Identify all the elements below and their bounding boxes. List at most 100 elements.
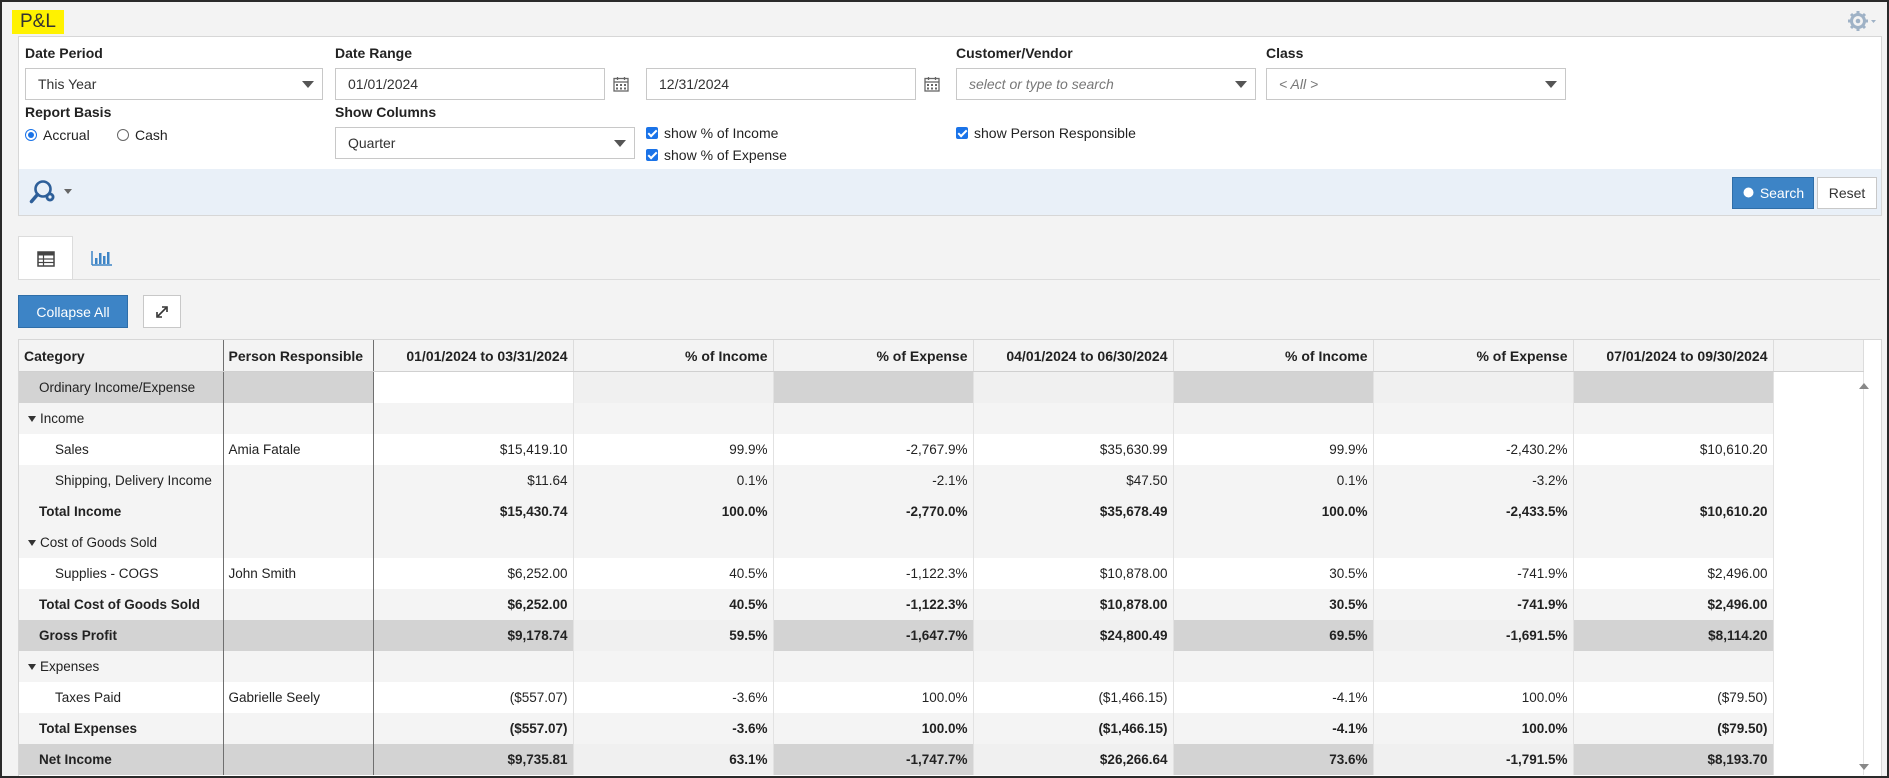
search-button[interactable]: Search: [1732, 177, 1814, 209]
row-cell: -1,791.5%: [1373, 744, 1574, 775]
column-header[interactable]: % of Expense: [1373, 340, 1574, 372]
row-cell: $10,610.20: [1573, 496, 1774, 527]
date-period-label: Date Period: [25, 45, 103, 61]
row-cell: $26,266.64: [973, 744, 1174, 775]
column-header-filler: [1773, 340, 1864, 372]
row-cell: 100.0%: [1373, 713, 1574, 744]
row-cell: [1573, 403, 1774, 434]
search-settings-icon[interactable]: [29, 179, 75, 205]
checkbox-person-responsible[interactable]: show Person Responsible: [956, 125, 1136, 141]
row-cell: [1173, 403, 1374, 434]
row-cell: -2,433.5%: [1373, 496, 1574, 527]
collapse-all-button[interactable]: Collapse All: [18, 295, 128, 328]
customer-vendor-select[interactable]: select or type to search: [956, 68, 1256, 100]
date-period-select[interactable]: This Year: [25, 68, 323, 100]
row-cell: [1373, 371, 1574, 403]
row-cell: $47.50: [973, 465, 1174, 496]
row-cell: [1573, 651, 1774, 682]
table-row: Expenses: [19, 651, 1864, 682]
checkbox-pct-expense-label: show % of Expense: [664, 147, 787, 163]
row-cell: 99.9%: [573, 434, 774, 465]
row-cell: $35,678.49: [973, 496, 1174, 527]
row-cell: 100.0%: [1173, 496, 1374, 527]
row-cell: -4.1%: [1173, 682, 1374, 713]
calendar-icon[interactable]: [613, 76, 629, 92]
show-columns-value: Quarter: [348, 135, 396, 151]
row-cell: $6,252.00: [373, 589, 574, 620]
show-columns-label: Show Columns: [335, 104, 437, 120]
customer-vendor-label: Customer/Vendor: [956, 45, 1073, 61]
radio-accrual[interactable]: Accrual: [25, 127, 90, 143]
date-from-input[interactable]: 01/01/2024: [335, 68, 605, 100]
class-label: Class: [1266, 45, 1304, 61]
search-icon: [1743, 187, 1754, 198]
radio-cash[interactable]: Cash: [117, 127, 168, 143]
radio-accrual-label: Accrual: [43, 127, 90, 143]
row-cell: 99.9%: [1173, 434, 1374, 465]
title-bar: P&L: [2, 2, 1887, 36]
fullscreen-button[interactable]: [143, 295, 181, 328]
row-cell: 73.6%: [1173, 744, 1374, 775]
row-cell: [1373, 527, 1574, 558]
table-header-row: Category Person Responsible 01/01/2024 t…: [19, 340, 1864, 372]
chevron-down-icon: [614, 140, 626, 147]
row-category: Total Income: [19, 496, 224, 527]
row-cell: -2,430.2%: [1373, 434, 1574, 465]
collapse-triangle-icon[interactable]: [28, 416, 36, 422]
checkbox-pct-income-label: show % of Income: [664, 125, 779, 141]
row-category[interactable]: Expenses: [19, 651, 224, 682]
chevron-down-icon: [64, 189, 72, 194]
column-header[interactable]: 07/01/2024 to 09/30/2024: [1573, 340, 1774, 372]
report-basis-label: Report Basis: [25, 104, 112, 120]
column-header[interactable]: Person Responsible: [223, 340, 374, 372]
row-person: [223, 744, 374, 775]
class-select[interactable]: < All >: [1266, 68, 1566, 100]
row-category[interactable]: Cost of Goods Sold: [19, 527, 224, 558]
date-from-value: 01/01/2024: [348, 76, 419, 92]
row-cell: [373, 651, 574, 682]
column-header[interactable]: 01/01/2024 to 03/31/2024: [373, 340, 574, 372]
date-to-value: 12/31/2024: [659, 76, 730, 92]
checkbox-pct-expense[interactable]: show % of Expense: [646, 147, 787, 163]
expand-icon: [156, 305, 168, 318]
row-cell: [773, 403, 974, 434]
date-to-input[interactable]: 12/31/2024: [646, 68, 916, 100]
collapse-triangle-icon[interactable]: [28, 664, 36, 670]
collapse-triangle-icon[interactable]: [28, 540, 36, 546]
table-row: Total Expenses ($557.07) -3.6% 100.0% ($…: [19, 713, 1864, 744]
column-header[interactable]: 04/01/2024 to 06/30/2024: [973, 340, 1174, 372]
row-category: Ordinary Income/Expense: [19, 371, 224, 403]
row-cell: 0.1%: [1173, 465, 1374, 496]
row-cell: 40.5%: [573, 589, 774, 620]
row-cell: $10,878.00: [973, 589, 1174, 620]
reset-button[interactable]: Reset: [1817, 177, 1877, 209]
scroll-down-arrow-icon[interactable]: [1859, 764, 1869, 770]
tab-table-view[interactable]: [18, 236, 73, 280]
column-header[interactable]: % of Income: [573, 340, 774, 372]
column-header[interactable]: Category: [19, 340, 224, 372]
table-row: Supplies - COGS John Smith $6,252.00 40.…: [19, 558, 1864, 589]
calendar-icon[interactable]: [924, 76, 940, 92]
row-category[interactable]: Income: [19, 403, 224, 434]
row-filler: [1773, 496, 1864, 527]
row-cell: -2,770.0%: [773, 496, 974, 527]
scroll-up-arrow-icon[interactable]: [1859, 383, 1869, 389]
tab-chart-view[interactable]: [74, 236, 129, 280]
row-cell: [973, 403, 1174, 434]
row-filler: [1773, 371, 1864, 403]
row-filler: [1773, 434, 1864, 465]
row-cell: -1,122.3%: [773, 558, 974, 589]
checkbox-pct-income[interactable]: show % of Income: [646, 125, 778, 141]
date-period-value: This Year: [38, 76, 97, 92]
row-cell: [573, 651, 774, 682]
row-cell: $15,430.74: [373, 496, 574, 527]
gear-icon[interactable]: [1847, 10, 1877, 32]
row-cell: [973, 527, 1174, 558]
checkbox-checked-icon: [646, 149, 658, 161]
row-cell: -741.9%: [1373, 589, 1574, 620]
class-value: < All >: [1279, 76, 1319, 92]
column-header[interactable]: % of Income: [1173, 340, 1374, 372]
column-header[interactable]: % of Expense: [773, 340, 974, 372]
show-columns-select[interactable]: Quarter: [335, 127, 635, 159]
row-cell: ($79.50): [1573, 682, 1774, 713]
